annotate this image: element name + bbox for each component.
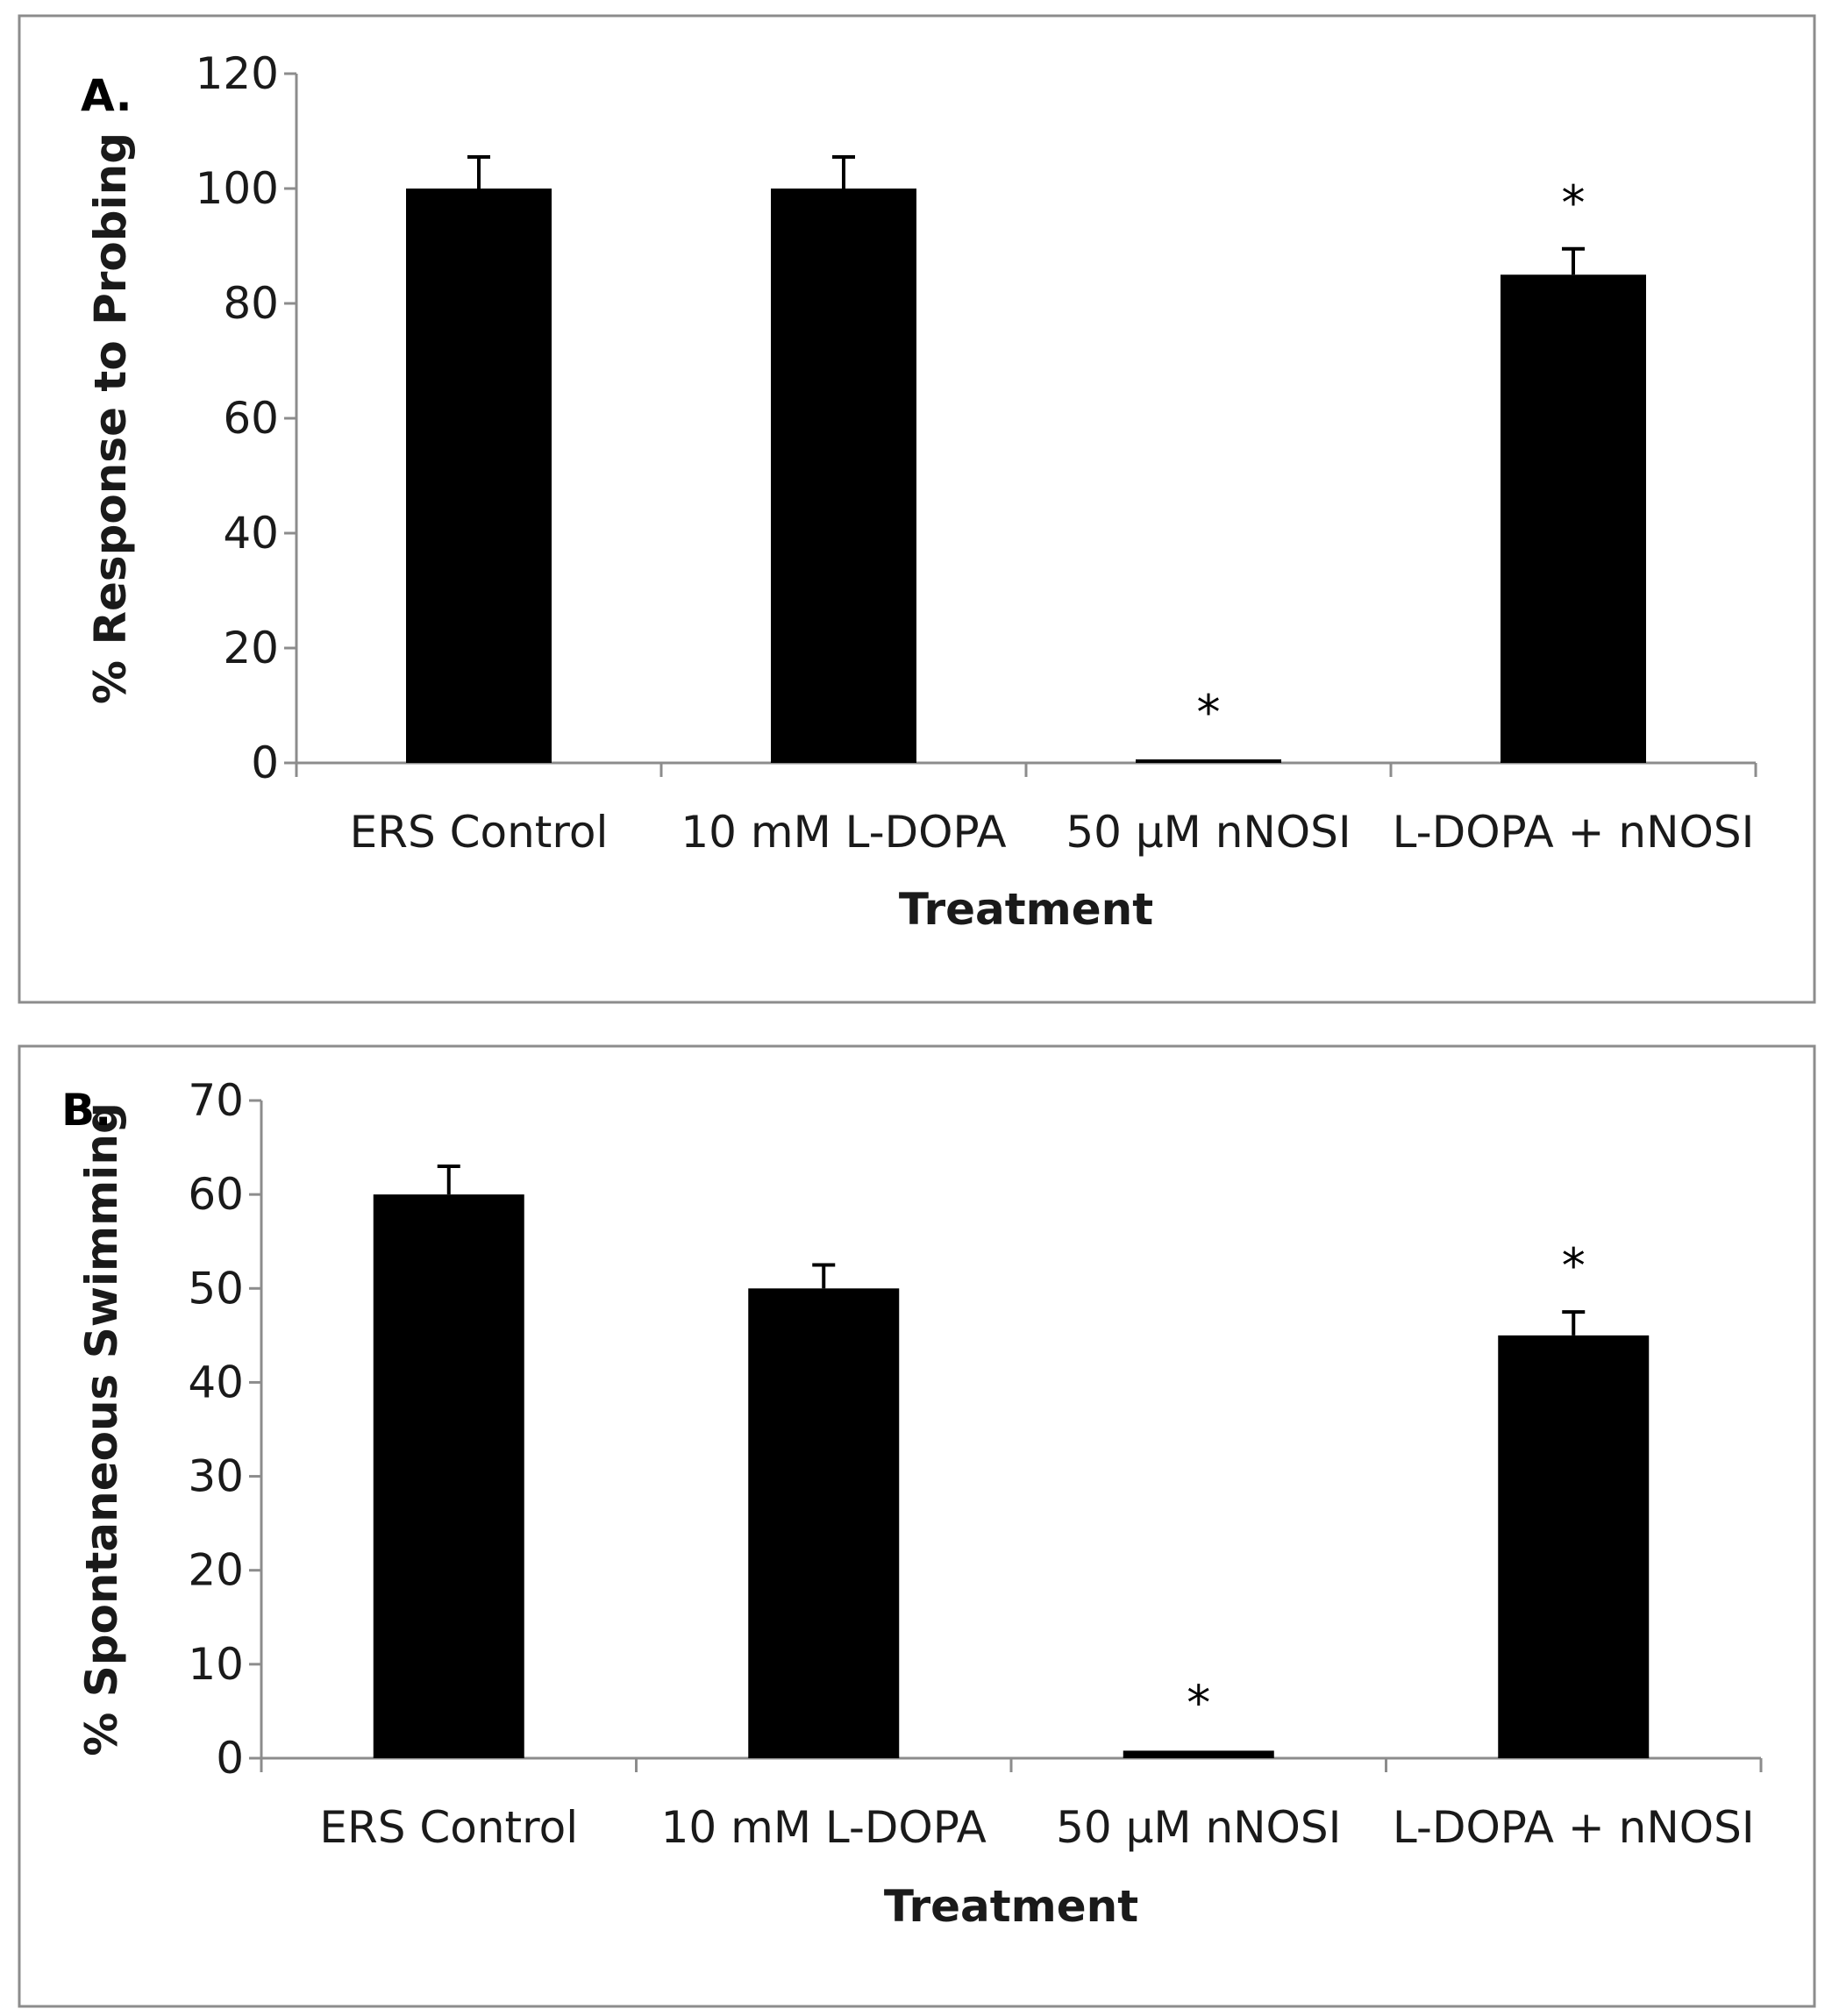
significance-marker: * (1562, 175, 1586, 231)
panel-label: B. (61, 1085, 111, 1136)
y-tick-label: 80 (223, 278, 279, 329)
x-category-label: L-DOPA + nNOSI (1393, 1802, 1755, 1853)
x-category-label: 50 μM nNOSI (1066, 807, 1351, 858)
y-tick-label: 20 (223, 623, 279, 673)
x-axis-title: Treatment (884, 1881, 1138, 1932)
significance-marker: * (1187, 1675, 1210, 1730)
y-tick-label: 60 (188, 1169, 244, 1220)
bar (771, 189, 916, 763)
panel-frame (18, 1044, 1816, 2008)
bar (748, 1288, 900, 1758)
bar (1501, 274, 1646, 763)
y-tick-label: 70 (188, 1075, 244, 1126)
x-category-label: L-DOPA + nNOSI (1393, 807, 1755, 858)
y-tick-label: 20 (188, 1545, 244, 1596)
y-tick-label: 120 (196, 48, 279, 99)
y-axis-title: % Spontaneous Swimming (76, 1102, 127, 1756)
panel-label: A. (81, 70, 132, 121)
y-tick-label: 0 (216, 1733, 244, 1784)
x-category-label: ERS Control (350, 807, 609, 858)
y-tick-label: 10 (188, 1639, 244, 1690)
x-category-label: 10 mM L-DOPA (681, 807, 1006, 858)
significance-marker: * (1197, 685, 1221, 740)
chart-panel-b: 0 10 20 30 40 50 60 70 ERS Control 10 mM L-DOPA * 5… (18, 1044, 1816, 2008)
y-tick-label: 100 (196, 163, 279, 214)
x-axis-title: Treatment (899, 884, 1153, 935)
y-tick-label: 30 (188, 1451, 244, 1502)
x-category-label: ERS Control (319, 1802, 578, 1853)
bar (373, 1194, 524, 1758)
y-tick-label: 0 (251, 737, 279, 788)
bar (406, 189, 552, 763)
y-tick-label: 40 (223, 508, 279, 559)
x-category-label: 10 mM L-DOPA (661, 1802, 987, 1853)
bar (1498, 1335, 1650, 1758)
chart-panel-a: 0 20 40 60 80 100 120 ERS Control 10 mM L-DOPA * 5… (18, 14, 1816, 1004)
y-tick-label: 40 (188, 1357, 244, 1407)
panel-frame (18, 14, 1816, 1004)
y-tick-label: 60 (223, 393, 279, 444)
significance-marker: * (1562, 1238, 1586, 1293)
y-tick-label: 50 (188, 1263, 244, 1314)
bar (1136, 759, 1281, 763)
bar (1123, 1750, 1274, 1758)
x-category-label: 50 μM nNOSI (1056, 1802, 1341, 1853)
y-axis-title: % Response to Probing (85, 132, 136, 704)
